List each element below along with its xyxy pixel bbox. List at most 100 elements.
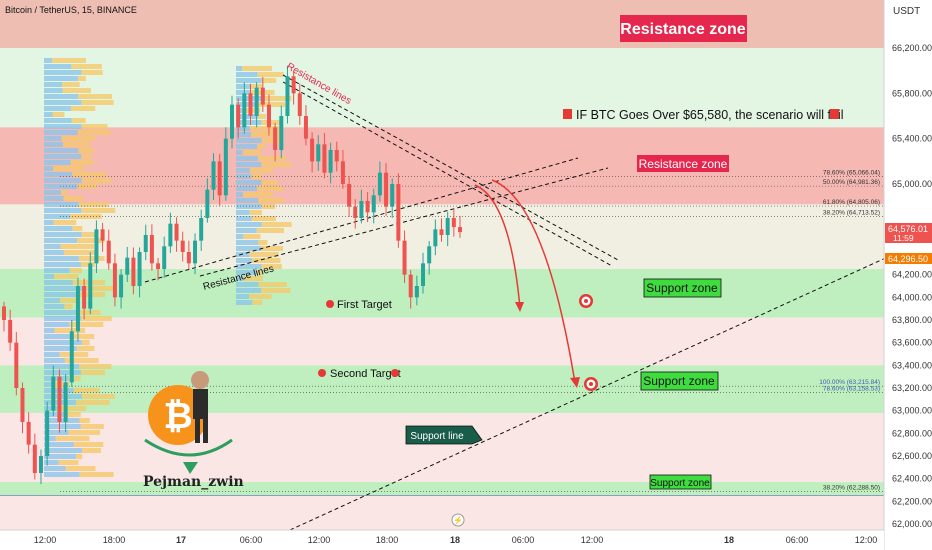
- candle-body: [193, 240, 198, 264]
- vp-bar: [44, 130, 78, 135]
- vp-bar: [44, 418, 80, 423]
- vp-bar: [236, 114, 258, 119]
- vp-bar: [44, 136, 62, 141]
- vp-bar: [261, 78, 277, 83]
- projection-arrow-2-head: [570, 377, 580, 388]
- candle-body: [445, 218, 450, 235]
- vp-bar: [236, 258, 253, 263]
- laurel-icon: [144, 438, 233, 457]
- vp-bar: [44, 472, 80, 477]
- countdown-value: 11:59: [893, 233, 914, 243]
- vp-bar: [250, 126, 280, 131]
- vp-bar: [44, 58, 52, 63]
- projection-arrow-2: [491, 179, 576, 384]
- vp-bar: [44, 232, 82, 237]
- vp-bar: [44, 460, 59, 465]
- vp-bar: [44, 190, 62, 195]
- candle-body: [347, 184, 352, 207]
- vp-bar: [76, 346, 95, 351]
- vp-bar: [81, 340, 90, 345]
- vp-bar: [261, 138, 283, 143]
- vp-bar: [81, 70, 103, 75]
- candle-body: [82, 286, 87, 309]
- symbol-title: Bitcoin / TetherUS, 15, BINANCE: [5, 5, 137, 15]
- candle-body: [20, 388, 25, 422]
- time-tick-label: 17: [176, 535, 186, 545]
- vp-bar: [44, 64, 72, 69]
- support-line: [289, 255, 891, 531]
- second-target-label: Second Target: [318, 368, 401, 380]
- candle-body: [38, 456, 43, 473]
- vp-bar: [236, 102, 258, 107]
- vp-bar: [44, 376, 69, 381]
- candle-body: [45, 410, 50, 456]
- candle-body: [174, 223, 179, 241]
- candle-body: [125, 257, 130, 275]
- vp-bar: [79, 310, 101, 315]
- vp-bar: [236, 132, 252, 137]
- candle-body: [421, 263, 426, 286]
- vp-bar: [44, 322, 70, 327]
- vp-bar: [236, 120, 262, 125]
- vp-bar: [54, 274, 79, 279]
- vp-bar: [44, 412, 66, 417]
- bitcoin-icon: ₿: [163, 395, 192, 436]
- replay-button[interactable]: [451, 513, 465, 527]
- vp-bar: [249, 252, 279, 257]
- vp-bar: [257, 102, 285, 107]
- vp-bar: [77, 130, 111, 135]
- vp-bar: [69, 322, 104, 327]
- vp-bar: [44, 274, 55, 279]
- vp-bar: [61, 136, 95, 141]
- vp-bar: [44, 94, 79, 99]
- vp-bar: [44, 214, 71, 219]
- candle-body: [112, 263, 117, 298]
- candle-body: [377, 172, 382, 196]
- svg-text:Second Target: Second Target: [330, 368, 401, 380]
- candle-body: [285, 76, 290, 116]
- vp-bar: [261, 288, 291, 293]
- vp-bar: [62, 82, 80, 87]
- time-axis-bg[interactable]: [0, 530, 884, 550]
- vp-bar: [77, 238, 105, 243]
- vp-bar: [71, 64, 102, 69]
- candle-body: [162, 246, 167, 269]
- zone-pink-2: [0, 412, 884, 483]
- vp-bar: [81, 232, 98, 237]
- vp-bar: [248, 294, 272, 299]
- vp-bar: [236, 168, 250, 173]
- vp-bar: [71, 118, 86, 123]
- vp-bar: [73, 388, 100, 393]
- current-price-tag: [885, 223, 932, 243]
- vp-bar: [44, 304, 65, 309]
- fib-label: 38.20% (62,288.50): [823, 484, 880, 491]
- vp-bar: [79, 418, 90, 423]
- vp-bar: [44, 430, 69, 435]
- zone-pink-3: [0, 495, 884, 530]
- candle-body: [57, 376, 62, 422]
- price-axis-bg[interactable]: [884, 0, 932, 550]
- vp-bar: [257, 72, 284, 77]
- vp-bar: [44, 70, 82, 75]
- vp-bar: [44, 184, 78, 189]
- vp-bar: [78, 94, 112, 99]
- candle-body: [390, 184, 395, 207]
- vp-bar: [70, 106, 96, 111]
- candle-body: [254, 87, 259, 116]
- candle-body: [51, 376, 56, 411]
- time-ticks: 12:00 18:00 17 06:00 12:00 18:00 18 06:00 12:00 1…: [34, 535, 878, 545]
- projection-arrow-1: [474, 184, 521, 309]
- vp-bar: [61, 190, 68, 195]
- price-tick-label: 64,000.00: [892, 292, 932, 302]
- vp-bar: [236, 162, 262, 167]
- vp-bar: [236, 84, 251, 89]
- vp-bar: [236, 66, 242, 71]
- vp-bar: [81, 178, 112, 183]
- vp-bar: [258, 198, 284, 203]
- candle-body: [217, 161, 222, 196]
- candle-body: [273, 127, 278, 150]
- candle-body: [143, 235, 148, 252]
- candle-body: [303, 116, 308, 139]
- vp-bar: [44, 436, 56, 441]
